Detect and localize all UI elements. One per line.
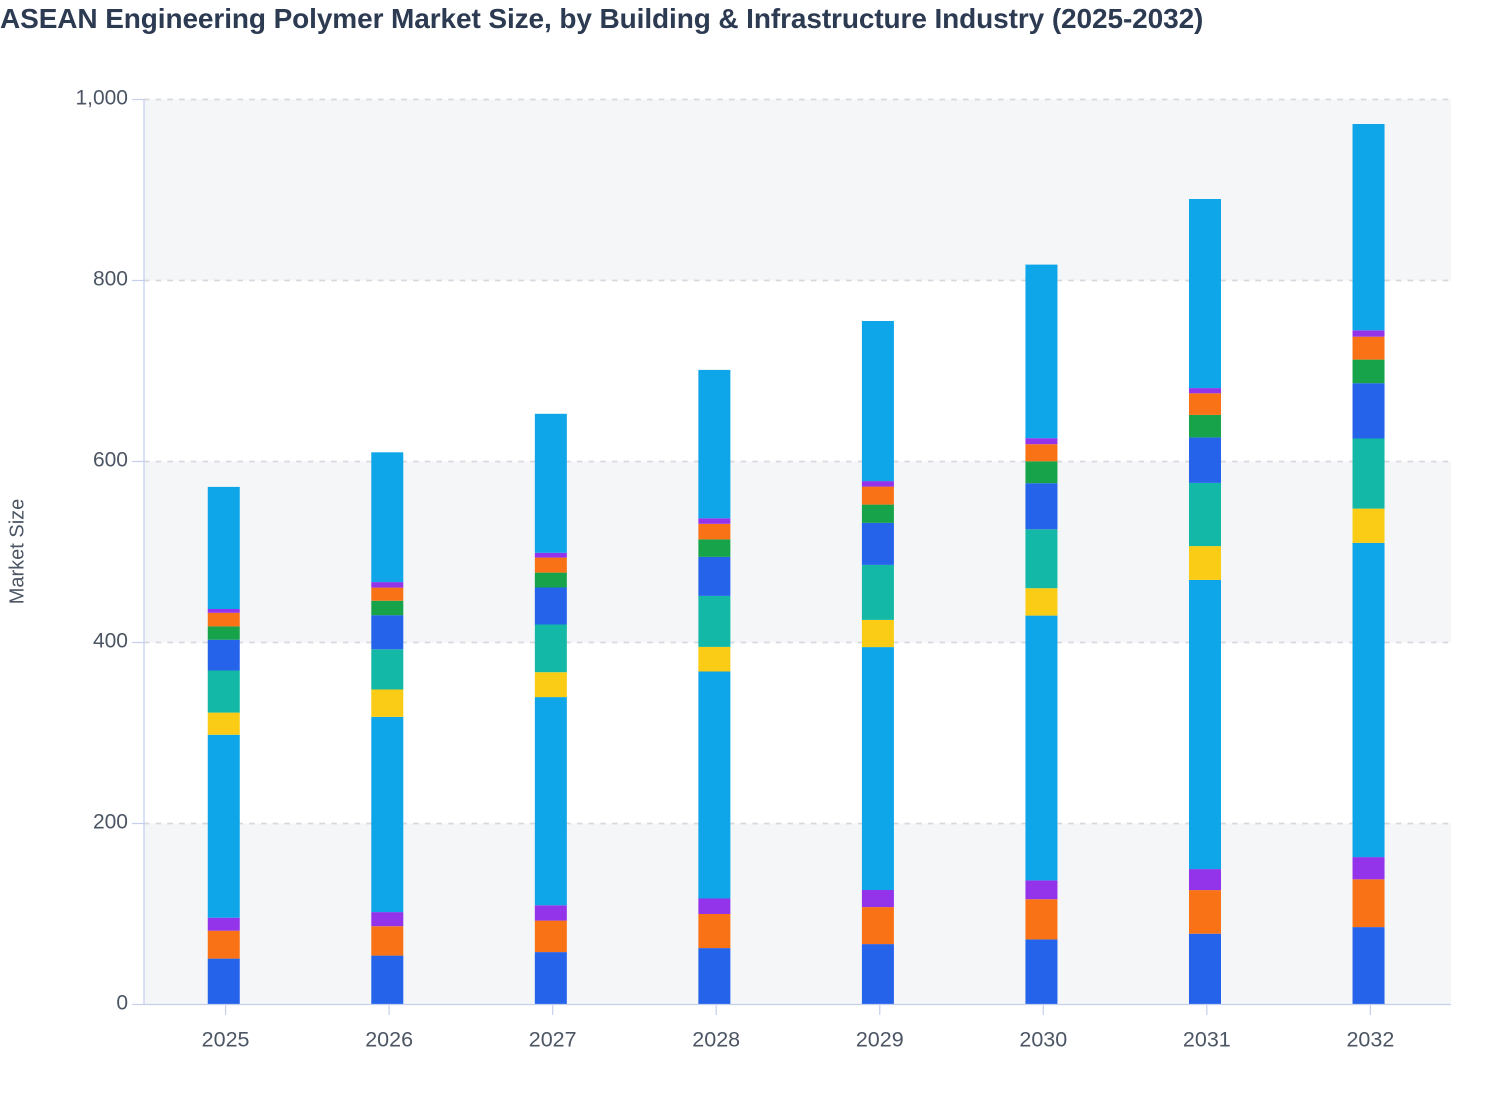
svg-text:800: 800: [93, 268, 128, 291]
svg-text:0: 0: [116, 992, 128, 1015]
svg-text:2031: 2031: [1183, 1027, 1231, 1051]
svg-text:2032: 2032: [1346, 1027, 1394, 1051]
svg-text:1,000: 1,000: [75, 87, 128, 110]
svg-text:400: 400: [93, 630, 128, 653]
svg-text:2028: 2028: [692, 1027, 740, 1051]
svg-text:600: 600: [93, 449, 128, 472]
svg-text:2027: 2027: [529, 1027, 577, 1051]
svg-text:2030: 2030: [1019, 1027, 1067, 1051]
svg-text:200: 200: [93, 811, 128, 834]
svg-text:2029: 2029: [856, 1027, 904, 1051]
svg-text:2026: 2026: [365, 1027, 413, 1051]
svg-text:2025: 2025: [202, 1027, 250, 1051]
